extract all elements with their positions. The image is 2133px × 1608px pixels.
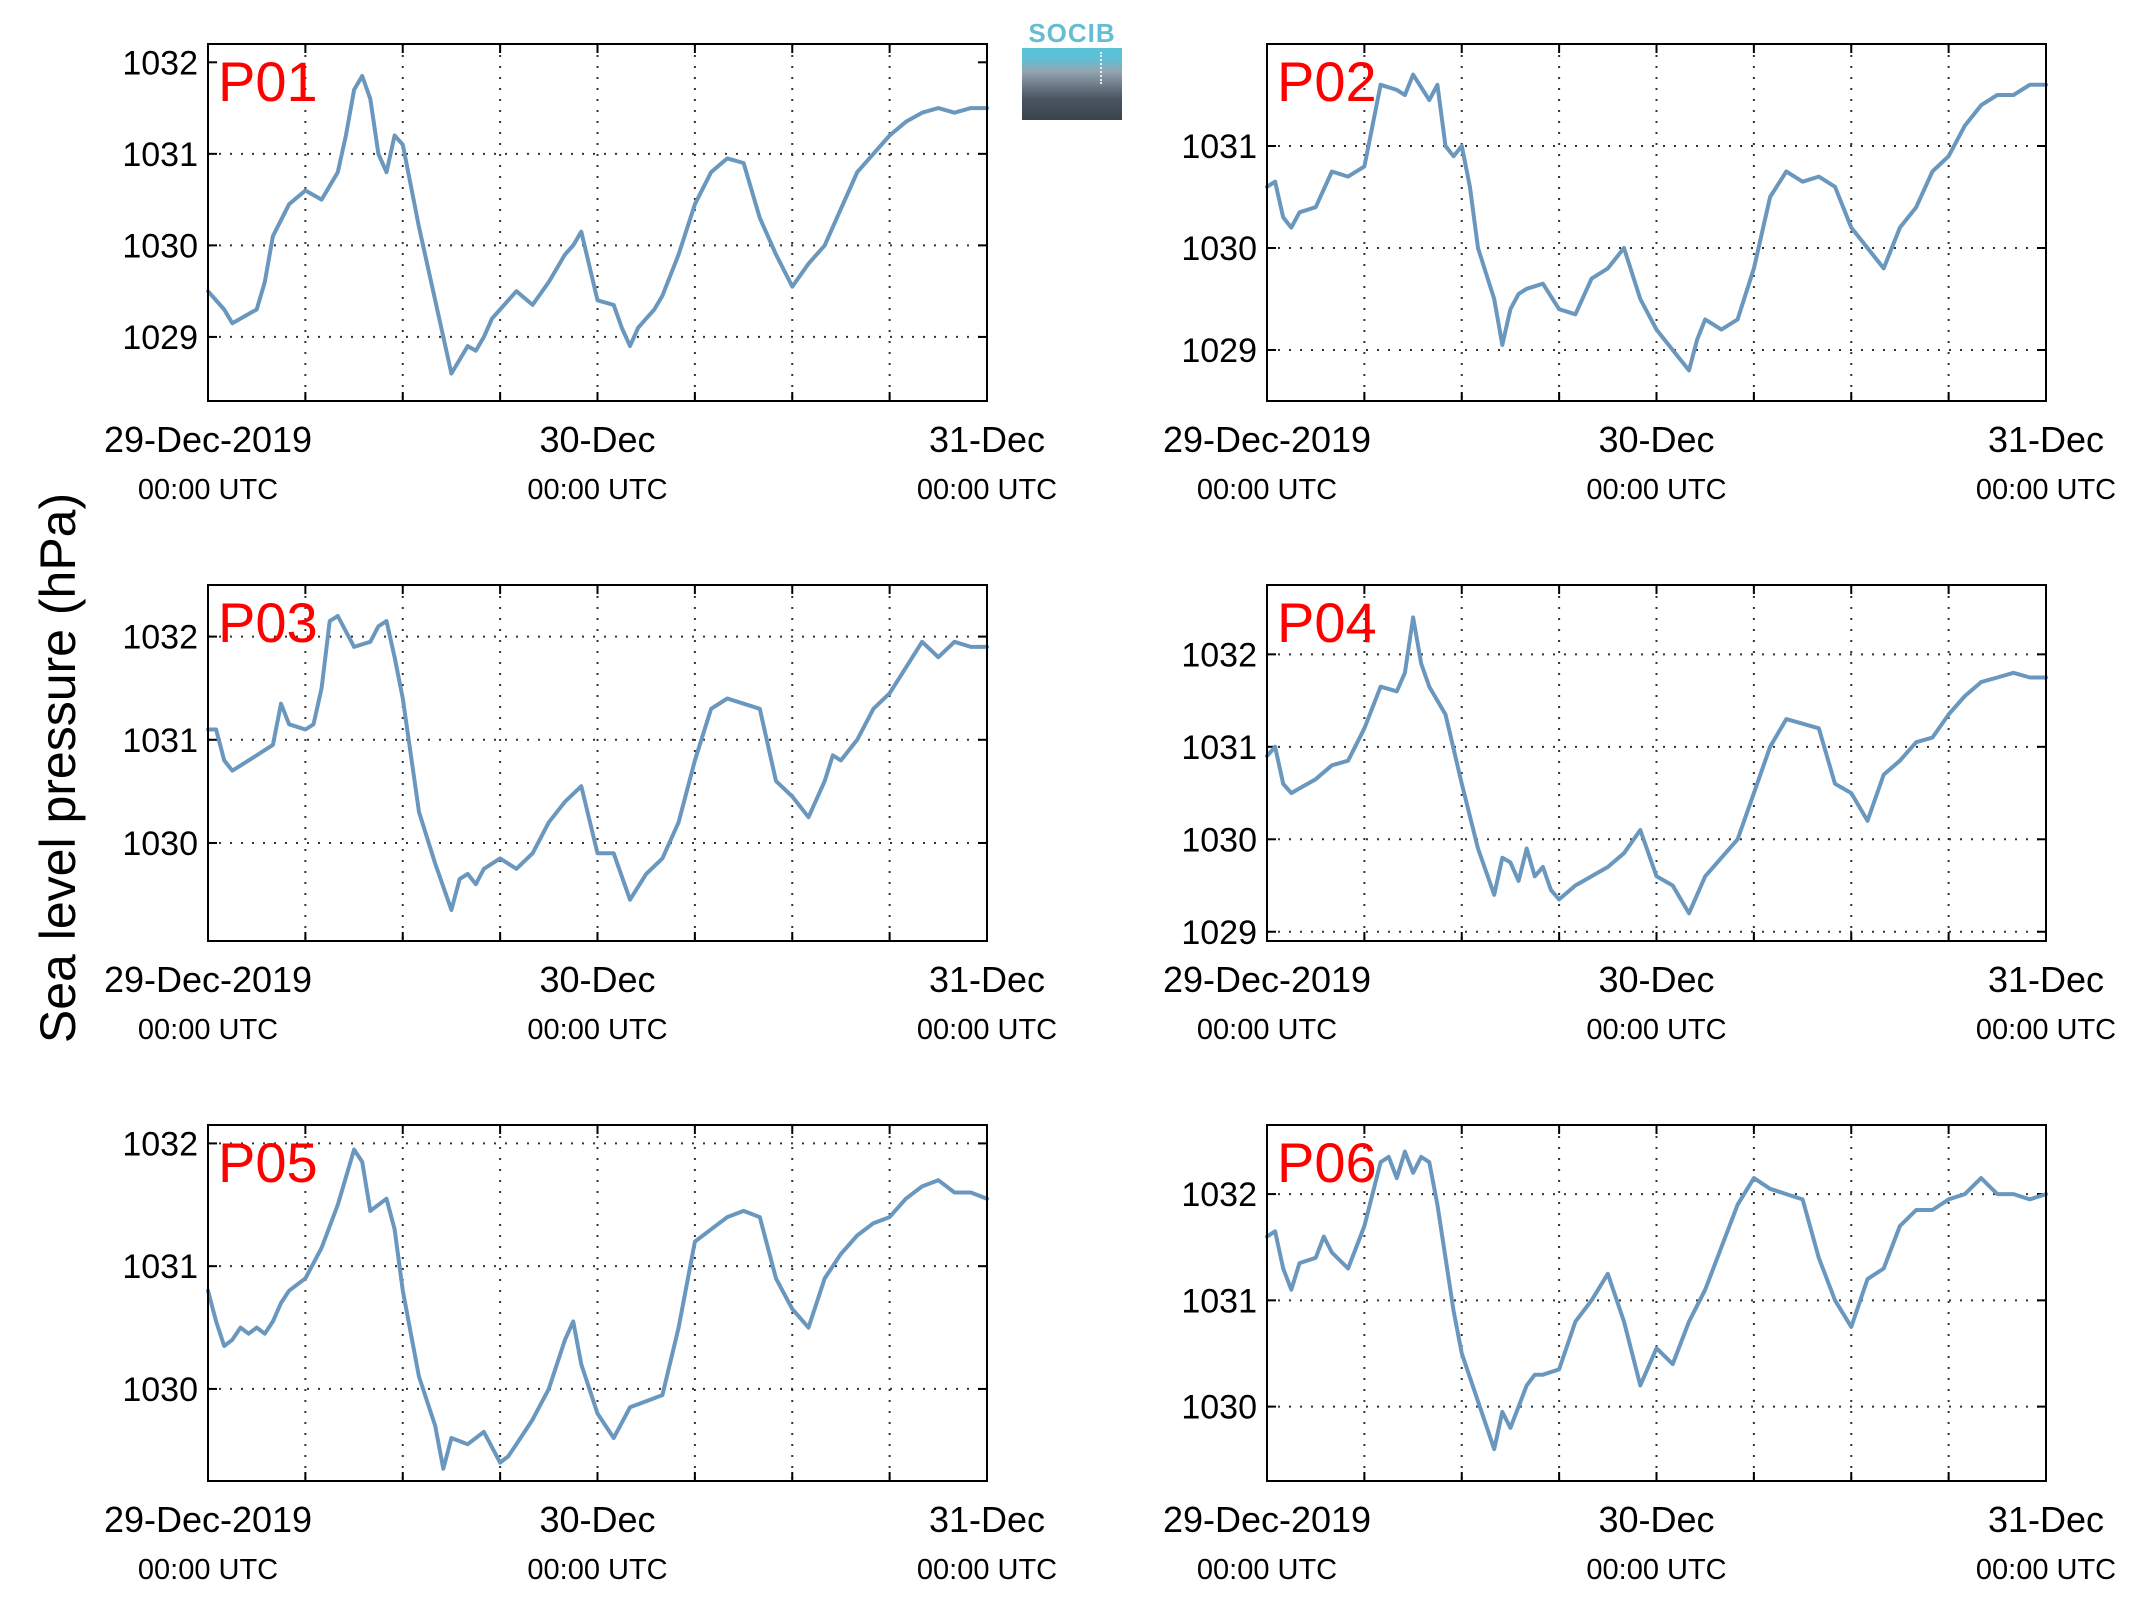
x-tick-sublabel: 00:00 UTC (138, 1554, 278, 1586)
y-tick-label: 1032 (1181, 636, 1257, 674)
logo-dotted-line (1100, 52, 1102, 84)
plot-frame (207, 43, 988, 402)
panel-label: P02 (1277, 50, 1377, 113)
plot-frame (1266, 1124, 2047, 1482)
x-tick-sublabel: 00:00 UTC (527, 1554, 667, 1586)
panel-label: P06 (1277, 1131, 1377, 1194)
x-tick-label: 31-Dec (929, 959, 1045, 1000)
x-tick-sublabel: 00:00 UTC (138, 1014, 278, 1046)
logo-graphic (1022, 48, 1122, 120)
y-tick-label: 1029 (1181, 332, 1257, 370)
y-tick-label: 1032 (1181, 1176, 1257, 1214)
chart-panel-1: 1029 1030 1031 1032 29-Dec-2019 00:00 UTC 30-D… (104, 43, 1057, 506)
data-series-line (206, 614, 989, 912)
y-tick-label: 1030 (122, 1371, 198, 1409)
y-tick-label: 1029 (1181, 914, 1257, 952)
y-tick-label: 1029 (122, 319, 198, 357)
x-tick-sublabel: 00:00 UTC (1976, 1014, 2116, 1046)
x-tick-sublabel: 00:00 UTC (1197, 1014, 1337, 1046)
x-tick-label: 30-Dec (539, 1499, 655, 1540)
y-tick-label: 1030 (1181, 1389, 1257, 1427)
x-tick-sublabel: 00:00 UTC (917, 1014, 1057, 1046)
x-tick-label: 31-Dec (1988, 1499, 2104, 1540)
x-tick-label: 30-Dec (1598, 419, 1714, 460)
chart-panel-6: 1030 1031 1032 29-Dec-2019 00:00 UTC 30-Dec 00… (1163, 1124, 2116, 1586)
x-tick-sublabel: 00:00 UTC (917, 474, 1057, 506)
x-tick-label: 29-Dec-2019 (1163, 959, 1371, 1000)
x-tick-label: 29-Dec-2019 (1163, 1499, 1371, 1540)
y-tick-label: 1031 (122, 1248, 198, 1286)
chart-panel-2: 1029 1030 1031 29-Dec-2019 00:00 UTC 30-Dec 00… (1163, 43, 2116, 506)
x-tick-label: 30-Dec (539, 419, 655, 460)
x-tick-sublabel: 00:00 UTC (1976, 1554, 2116, 1586)
chart-panel-5: 1030 1031 1032 29-Dec-2019 00:00 UTC 30-Dec 00… (104, 1124, 1057, 1586)
panel-label: P01 (218, 50, 318, 113)
chart-panel-3: 1030 1031 1032 29-Dec-2019 00:00 UTC 30-Dec 00… (104, 584, 1057, 1046)
x-tick-sublabel: 00:00 UTC (1197, 1554, 1337, 1586)
y-tick-label: 1032 (122, 44, 198, 82)
x-tick-label: 31-Dec (1988, 419, 2104, 460)
x-tick-sublabel: 00:00 UTC (1586, 1014, 1726, 1046)
x-tick-label: 29-Dec-2019 (104, 959, 312, 1000)
y-tick-label: 1030 (1181, 230, 1257, 268)
x-tick-sublabel: 00:00 UTC (527, 1014, 667, 1046)
y-tick-label: 1030 (122, 825, 198, 863)
x-tick-sublabel: 00:00 UTC (138, 474, 278, 506)
plot-frame (207, 584, 988, 942)
data-series-line (206, 1147, 989, 1471)
y-tick-label: 1032 (122, 1125, 198, 1163)
data-series-line (206, 74, 989, 376)
x-tick-label: 30-Dec (1598, 959, 1714, 1000)
y-tick-label: 1031 (1181, 128, 1257, 166)
x-tick-label: 31-Dec (929, 419, 1045, 460)
plot-frame (207, 1124, 988, 1482)
data-series-line (1265, 615, 2048, 916)
y-tick-label: 1031 (1181, 729, 1257, 767)
data-series-line (1265, 72, 2048, 373)
x-tick-label: 31-Dec (929, 1499, 1045, 1540)
x-tick-sublabel: 00:00 UTC (917, 1554, 1057, 1586)
x-tick-sublabel: 00:00 UTC (1976, 474, 2116, 506)
y-tick-label: 1030 (1181, 821, 1257, 859)
panel-label: P03 (218, 591, 318, 654)
y-tick-label: 1030 (122, 227, 198, 265)
x-tick-sublabel: 00:00 UTC (1197, 474, 1337, 506)
plot-frame (1266, 43, 2047, 402)
socib-logo: SOCIB (1022, 18, 1122, 120)
chart-panel-4: 1029 1030 1031 1032 29-Dec-2019 00:00 UTC 30-D… (1163, 584, 2116, 1046)
plot-frame (1266, 584, 2047, 942)
y-tick-label: 1032 (122, 619, 198, 657)
x-tick-sublabel: 00:00 UTC (527, 474, 667, 506)
data-series-line (1265, 1149, 2048, 1452)
x-tick-label: 29-Dec-2019 (104, 419, 312, 460)
x-tick-label: 30-Dec (539, 959, 655, 1000)
x-tick-label: 29-Dec-2019 (1163, 419, 1371, 460)
x-tick-label: 29-Dec-2019 (104, 1499, 312, 1540)
x-tick-sublabel: 00:00 UTC (1586, 474, 1726, 506)
y-tick-label: 1031 (122, 136, 198, 174)
panel-label: P05 (218, 1131, 318, 1194)
x-tick-sublabel: 00:00 UTC (1586, 1554, 1726, 1586)
logo-text: SOCIB (1028, 18, 1116, 48)
y-tick-label: 1031 (122, 722, 198, 760)
x-tick-label: 30-Dec (1598, 1499, 1714, 1540)
y-tick-label: 1031 (1181, 1282, 1257, 1320)
x-tick-label: 31-Dec (1988, 959, 2104, 1000)
panel-label: P04 (1277, 591, 1377, 654)
